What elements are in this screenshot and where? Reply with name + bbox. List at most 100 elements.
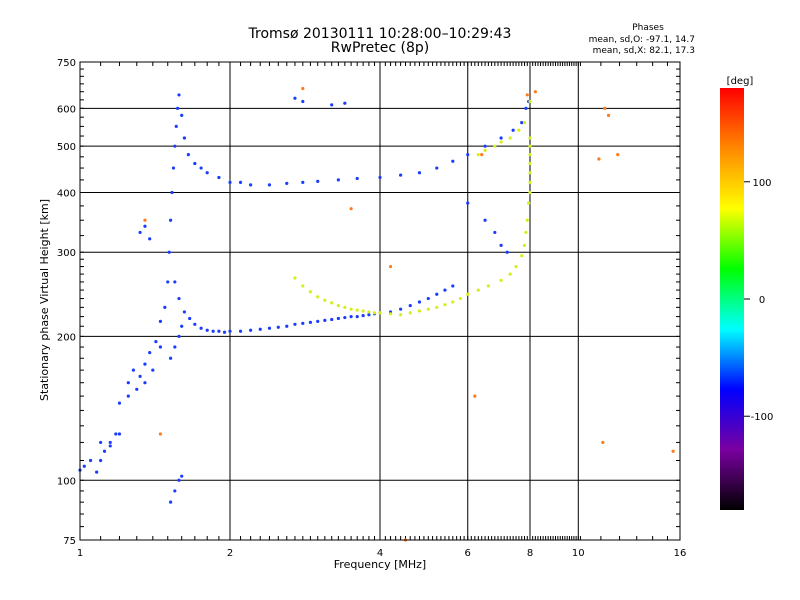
data-point — [151, 368, 155, 372]
data-point — [177, 334, 181, 338]
data-point — [493, 230, 497, 235]
data-point — [285, 324, 289, 328]
data-point — [293, 96, 297, 100]
data-point — [417, 309, 422, 313]
data-point — [343, 305, 347, 309]
x-tick-label: 1 — [77, 548, 83, 559]
chart-subtitle: RwPretec (8p) — [331, 40, 429, 56]
x-axis-label: Frequency [MHz] — [334, 558, 426, 571]
y-tick-label: 500 — [57, 142, 76, 153]
colorbar-tick-label: 100 — [752, 178, 771, 189]
data-point — [108, 444, 112, 448]
data-point — [171, 166, 176, 170]
y-tick-label: 400 — [57, 188, 76, 199]
y-axis-label: Stationary phase Virtual Height [km] — [38, 199, 51, 401]
data-point — [126, 381, 130, 385]
data-point — [486, 284, 490, 288]
data-point — [473, 394, 477, 398]
data-point — [158, 345, 163, 349]
data-point — [417, 171, 422, 175]
data-point — [522, 121, 527, 125]
data-point — [249, 328, 253, 332]
data-point — [163, 305, 167, 309]
data-point — [336, 178, 340, 182]
y-tick-label: 200 — [57, 332, 76, 343]
data-point — [217, 175, 221, 180]
data-point — [143, 362, 147, 366]
data-point — [435, 305, 439, 309]
data-point — [355, 315, 359, 319]
y-tick-label: 300 — [57, 248, 76, 259]
data-point — [154, 340, 158, 344]
data-point — [308, 320, 313, 324]
data-point — [177, 93, 181, 97]
data-point — [205, 171, 209, 175]
data-point — [435, 292, 439, 296]
data-point — [180, 113, 184, 117]
data-point — [182, 310, 186, 314]
data-point — [451, 284, 455, 288]
data-point — [603, 106, 607, 110]
data-point — [258, 327, 262, 331]
data-point — [285, 181, 289, 185]
y-tick-labels: 75 100 200 300 400 500 600 750 — [57, 58, 76, 547]
y-tick-label: 100 — [57, 476, 76, 487]
x-tick-label: 10 — [572, 548, 585, 559]
data-point — [408, 311, 412, 315]
data-point — [499, 278, 503, 282]
data-point — [301, 86, 305, 91]
data-point — [483, 144, 487, 148]
data-point — [330, 103, 334, 107]
data-points — [78, 86, 675, 542]
data-point — [336, 316, 340, 321]
data-point — [528, 161, 532, 166]
data-point — [117, 432, 122, 436]
data-point — [520, 121, 524, 125]
x-tick-label: 16 — [674, 548, 687, 559]
data-point — [417, 300, 422, 304]
data-point — [399, 307, 403, 311]
data-point — [211, 329, 215, 333]
data-point — [528, 99, 532, 104]
data-point — [177, 296, 181, 301]
data-point — [135, 387, 139, 391]
data-point — [528, 171, 532, 175]
plot-frame — [79, 61, 681, 541]
data-point — [316, 319, 320, 323]
data-point — [361, 314, 365, 318]
data-point — [466, 292, 470, 296]
data-point — [316, 179, 320, 183]
data-point — [466, 201, 470, 205]
data-point — [408, 303, 412, 308]
data-point — [180, 474, 184, 478]
data-point — [451, 159, 455, 163]
data-point — [505, 250, 509, 254]
data-point — [443, 288, 447, 292]
data-point — [616, 153, 620, 157]
data-point — [238, 329, 243, 333]
data-point — [361, 309, 365, 313]
data-point — [367, 310, 371, 314]
y-tick-label: 600 — [57, 104, 76, 115]
data-point — [514, 264, 518, 269]
chart-title: Tromsø 20130111 10:28:00–10:29:43 — [248, 26, 512, 42]
data-point — [511, 128, 515, 132]
data-point — [108, 440, 112, 445]
data-point — [249, 183, 253, 187]
x-tick-label: 6 — [465, 548, 471, 559]
data-point — [193, 161, 197, 166]
data-point — [528, 190, 532, 195]
data-point — [388, 264, 393, 269]
data-point — [174, 124, 178, 128]
data-point — [267, 183, 272, 187]
data-point — [528, 144, 532, 148]
data-point — [323, 298, 327, 302]
data-point — [301, 321, 305, 325]
data-point — [426, 307, 430, 311]
data-point — [435, 166, 439, 170]
data-point — [349, 207, 353, 211]
legend-line-x: mean, sd,X: 82.1, 17.3 — [593, 46, 695, 56]
data-point — [228, 180, 232, 184]
data-point — [343, 315, 347, 320]
data-point — [293, 322, 297, 326]
